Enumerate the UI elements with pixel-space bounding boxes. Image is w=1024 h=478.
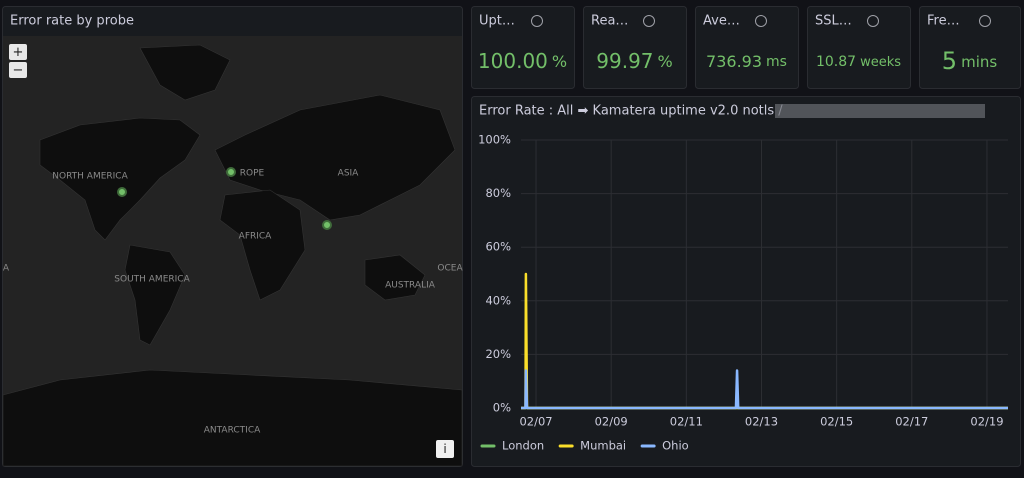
map-label: AFRICA: [239, 232, 273, 242]
stat-unit: %: [658, 52, 673, 71]
map-land: [2, 44, 463, 467]
stat-value: 10.87 weeks: [816, 54, 901, 70]
map-title: Error rate by probe: [10, 14, 134, 29]
stat-number: 10.87: [816, 54, 856, 70]
stat-unit: weeks: [860, 55, 901, 70]
x-tick-label: 02/07: [519, 415, 552, 429]
info-icon[interactable]: [979, 15, 991, 27]
y-tick-label: 0%: [493, 401, 511, 415]
stat-unit: %: [552, 52, 567, 71]
map-label: ANTARCTICA: [204, 426, 261, 436]
zoom-in[interactable]: +: [13, 45, 24, 60]
probe-markers: [117, 167, 332, 230]
stat-value: 100.00%: [478, 49, 567, 73]
stat-value: 736.93 ms: [706, 52, 787, 71]
info-icon[interactable]: [867, 15, 879, 27]
stat-number: 736.93: [706, 52, 762, 71]
stat-panel: [807, 6, 911, 89]
map-label: ROPE: [240, 169, 265, 179]
y-tick-label: 40%: [485, 293, 511, 307]
map-label: SOUTH AMERICA: [114, 275, 190, 285]
stat-panel: [583, 6, 687, 89]
x-tick-label: 02/11: [670, 415, 703, 429]
zoom-out[interactable]: −: [13, 63, 24, 78]
series-line: [521, 369, 1008, 410]
stat-title: Rea…: [591, 14, 628, 29]
stat-unit: ms: [766, 54, 787, 70]
y-tick-label: 20%: [485, 347, 511, 361]
legend-label[interactable]: London: [502, 439, 544, 453]
stat-title: Ave…: [703, 14, 740, 29]
info-icon[interactable]: [643, 15, 655, 27]
y-tick-label: 100%: [478, 133, 511, 147]
stat-panels: Upt… 100.00 % Rea… 99.97 % Ave… 736.93 ms SSL… 10.…: [471, 6, 1021, 89]
stat-title: Fre…: [927, 14, 960, 29]
info-icon[interactable]: [755, 15, 767, 27]
probe-marker[interactable]: [226, 167, 236, 177]
stat-number: 100.00: [478, 49, 548, 73]
probe-marker[interactable]: [117, 187, 127, 197]
zoom-in-button[interactable]: [9, 44, 27, 60]
chart-title: Error Rate : All ➡ Kamatera uptime v2.0 …: [479, 104, 783, 119]
redacted-text: [775, 104, 985, 118]
stat-panel: [695, 6, 799, 89]
x-tick-label: 02/17: [895, 415, 928, 429]
stat-value: 99.97%: [596, 49, 672, 73]
x-tick-label: 02/09: [595, 415, 628, 429]
info-button[interactable]: [436, 440, 454, 458]
y-tick-label: 60%: [485, 240, 511, 254]
stat-number: 99.97: [596, 49, 653, 73]
stat-title: SSL…: [815, 14, 852, 29]
map-label: ASIA: [338, 169, 360, 179]
map-label: OCEA: [437, 264, 463, 274]
map-label: NORTH AMERICA: [52, 172, 128, 182]
stat-panel: [919, 6, 1021, 89]
map-labels: NORTH AMERICA ROPE ASIA AFRICA SOUTH AME…: [3, 169, 464, 436]
probe-marker[interactable]: [322, 220, 332, 230]
stat-title: Upt…: [479, 14, 515, 29]
map-label: AUSTRALIA: [385, 281, 436, 291]
stat-number: 5: [942, 47, 957, 75]
stat-panel: [471, 6, 575, 89]
legend-label[interactable]: Mumbai: [580, 439, 626, 453]
chart: 0% 20% 40% 60% 80% 100% 02/07 02/09 02/11 02/13 02…: [478, 133, 1008, 453]
chart-panel: [471, 96, 1021, 467]
x-tick-label: 02/15: [820, 415, 853, 429]
info-icon[interactable]: [531, 15, 543, 27]
y-tick-label: 80%: [485, 186, 511, 200]
x-tick-label: 02/19: [970, 415, 1003, 429]
stat-value: 5 mins: [942, 47, 998, 75]
map-label: A: [3, 264, 10, 274]
legend-label[interactable]: Ohio: [662, 439, 689, 453]
info[interactable]: i: [443, 442, 446, 456]
x-tick-label: 02/13: [745, 415, 778, 429]
zoom-out-button[interactable]: [9, 62, 27, 78]
stat-unit: mins: [961, 53, 997, 71]
